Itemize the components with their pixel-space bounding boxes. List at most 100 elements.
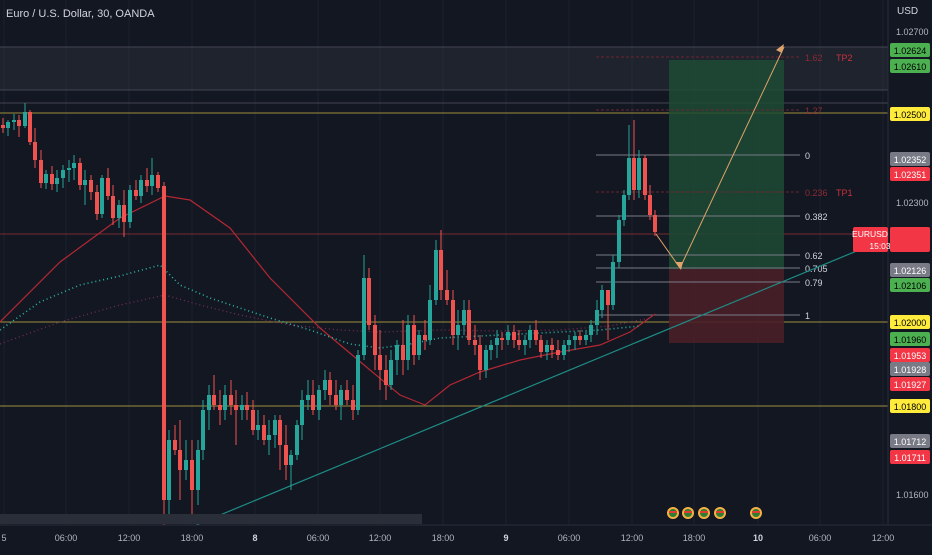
bullish-candle <box>395 340 399 375</box>
fib-level-label: 0.382 <box>805 212 828 222</box>
price-tag-bg <box>890 377 930 391</box>
candle-body <box>456 325 460 335</box>
price-tag: 1.02106 <box>890 278 930 292</box>
price-tag-label: 1.02351 <box>894 170 927 180</box>
candle-body <box>617 220 621 262</box>
bullish-candle <box>150 158 154 195</box>
bearish-candle <box>373 315 377 370</box>
candle-body <box>23 112 27 126</box>
price-tag-bg <box>890 348 930 362</box>
candle-body <box>223 395 227 410</box>
candle-body <box>489 345 493 350</box>
candle-body <box>539 340 543 352</box>
candle-body <box>622 195 626 220</box>
price-tag-bg <box>890 362 930 376</box>
bullish-candle <box>484 345 488 378</box>
bearish-candle <box>89 175 93 200</box>
bullish-candle <box>495 330 499 358</box>
bearish-candle <box>134 180 138 200</box>
bearish-candle <box>606 290 610 340</box>
candle-body <box>196 450 200 490</box>
bullish-candle <box>273 415 277 448</box>
bullish-candle <box>417 330 421 360</box>
candle-body <box>139 180 143 196</box>
bullish-candle <box>323 370 327 400</box>
candle-body <box>500 338 504 340</box>
fib-level-label: 0.79 <box>805 278 823 288</box>
flag-icon <box>682 507 694 519</box>
time-tick-label: 18:00 <box>683 533 706 543</box>
candle-body <box>284 445 288 465</box>
bullish-candle <box>44 170 48 189</box>
bearish-candle <box>173 425 177 455</box>
price-tag-bg <box>890 152 930 166</box>
price-tag: 1.02610 <box>890 59 930 73</box>
candle-body <box>351 400 355 410</box>
candle-body <box>95 192 99 214</box>
candle-body <box>278 420 282 445</box>
bearish-candle <box>534 320 538 345</box>
bullish-candle <box>406 315 410 370</box>
bearish-candle <box>401 320 405 375</box>
price-tag-label: 1.02624 <box>894 46 927 56</box>
candle-body <box>517 340 521 345</box>
time-tick-label: 06:00 <box>809 533 832 543</box>
price-tag-bg <box>890 278 930 292</box>
bullish-candle <box>61 165 65 188</box>
price-tag: 1.01712 <box>890 434 930 448</box>
candle-body <box>83 180 87 185</box>
price-tag: 1.01928 <box>890 362 930 376</box>
candle-body <box>589 325 593 335</box>
candle-body <box>145 180 149 186</box>
candle-body <box>234 405 238 410</box>
candle-body <box>273 420 277 435</box>
dotted-moving-average <box>0 264 641 349</box>
bullish-candle <box>595 300 599 335</box>
time-axis <box>0 525 932 550</box>
candle-body <box>173 440 177 450</box>
bearish-candle <box>218 390 222 425</box>
candle-body <box>367 278 371 325</box>
bullish-candle <box>528 325 532 348</box>
candle-body <box>251 410 255 430</box>
price-tag: 1.01927 <box>890 377 930 391</box>
price-tag: 1.01711 <box>890 450 930 464</box>
candle-body <box>595 310 599 325</box>
session-bar <box>0 514 422 524</box>
flag-icon <box>714 507 726 519</box>
bearish-candle <box>345 380 349 405</box>
bullish-candle <box>100 175 104 218</box>
bearish-candle <box>234 390 238 445</box>
time-tick-label: 06:00 <box>55 533 78 543</box>
candle-body <box>550 345 554 350</box>
bullish-candle <box>67 160 71 182</box>
time-tick-label: 8 <box>252 533 257 543</box>
bearish-candle <box>500 332 504 350</box>
candle-body <box>378 355 382 370</box>
candle-body <box>434 250 438 300</box>
candle-body <box>300 400 304 425</box>
price-tag: 1.02352 <box>890 152 930 166</box>
bullish-candle <box>545 340 549 360</box>
bearish-candle <box>28 110 32 145</box>
candle-body <box>445 290 449 300</box>
candle-body <box>311 395 315 410</box>
candle-body <box>484 350 488 370</box>
price-tick-label: 1.02300 <box>896 198 929 208</box>
price-tag-bg <box>890 450 930 464</box>
flag-icon-stripe <box>700 511 708 513</box>
bearish-candle <box>122 190 126 237</box>
candle-body <box>506 332 510 340</box>
flag-icon-stripe <box>716 511 724 513</box>
candle-body <box>128 190 132 222</box>
price-tick-label: 1.02700 <box>896 27 929 37</box>
bearish-candle <box>39 150 43 188</box>
bullish-candle <box>139 175 143 203</box>
price-tag-bg <box>890 315 930 329</box>
bearish-candle <box>445 270 449 305</box>
bullish-candle <box>317 385 321 420</box>
bullish-candle <box>600 285 604 318</box>
bearish-candle <box>78 158 82 190</box>
